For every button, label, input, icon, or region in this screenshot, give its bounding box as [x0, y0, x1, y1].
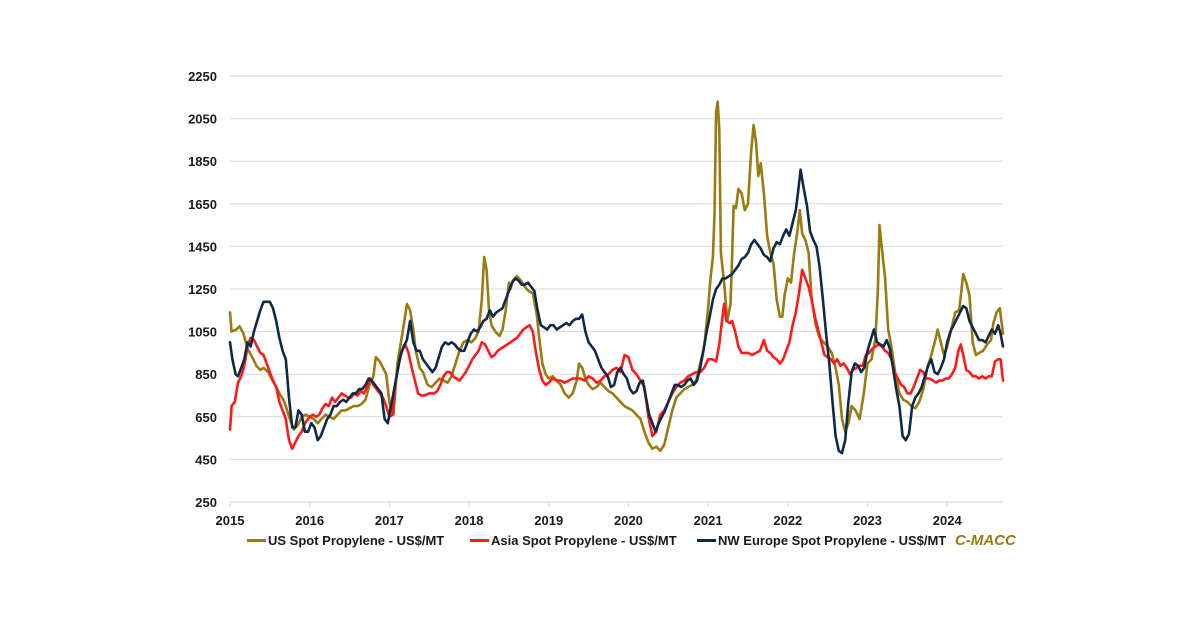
y-tick-label: 1450	[188, 239, 217, 254]
y-tick-label: 1850	[188, 154, 217, 169]
y-axis-tick-labels: 250 450 650 850 1050 1250 1450 1650 1850 2050 2250	[188, 69, 217, 510]
legend-swatch-asia	[470, 539, 489, 542]
y-tick-label: 1250	[188, 282, 217, 297]
x-tick-label: 2022	[773, 513, 802, 528]
x-tick-label: 2021	[694, 513, 723, 528]
y-tick-label: 250	[195, 495, 217, 510]
legend-label-nw-europe: NW Europe Spot Propylene - US$/MT	[718, 533, 947, 548]
x-tick-label: 2015	[216, 513, 245, 528]
line-chart: 250 450 650 850 1050 1250 1450 1650 1850 2050 2250…	[188, 69, 1005, 528]
x-tick-label: 2020	[614, 513, 643, 528]
series-lines	[228, 100, 1005, 455]
x-tick-label: 2023	[853, 513, 882, 528]
y-tick-label: 1050	[188, 325, 217, 340]
gridlines	[230, 75, 1003, 460]
legend-label-asia: Asia Spot Propylene - US$/MT	[491, 533, 677, 548]
legend-item-us: US Spot Propylene - US$/MT	[247, 533, 444, 548]
x-tick-label: 2024	[933, 513, 963, 528]
x-tick-label: 2017	[375, 513, 404, 528]
legend-swatch-nw-europe	[697, 539, 716, 542]
legend-item-asia: Asia Spot Propylene - US$/MT	[470, 533, 677, 548]
x-axis-tick-labels: 2015 2016 2017 2018 2019 2020 2021 2022 2023 2024	[216, 513, 963, 528]
legend: US Spot Propylene - US$/MT Asia Spot Pro…	[0, 533, 1200, 553]
y-tick-label: 450	[195, 452, 217, 467]
y-tick-label: 650	[195, 410, 217, 425]
series-nw-europe-spot-propylene	[228, 168, 1005, 455]
legend-label-us: US Spot Propylene - US$/MT	[268, 533, 445, 548]
series-us-spot-propylene	[228, 100, 1005, 453]
legend-item-nw-europe: NW Europe Spot Propylene - US$/MT	[697, 533, 946, 548]
x-tick-label: 2019	[534, 513, 563, 528]
y-tick-label: 2050	[188, 112, 217, 127]
y-tick-label: 1650	[188, 197, 217, 212]
x-tick-label: 2016	[295, 513, 324, 528]
x-axis	[229, 501, 1003, 507]
legend-swatch-us	[247, 539, 266, 542]
y-tick-label: 850	[195, 367, 217, 382]
y-tick-label: 2250	[188, 69, 217, 84]
brand-logo-text: C-MACC	[955, 532, 1016, 549]
x-tick-label: 2018	[455, 513, 484, 528]
